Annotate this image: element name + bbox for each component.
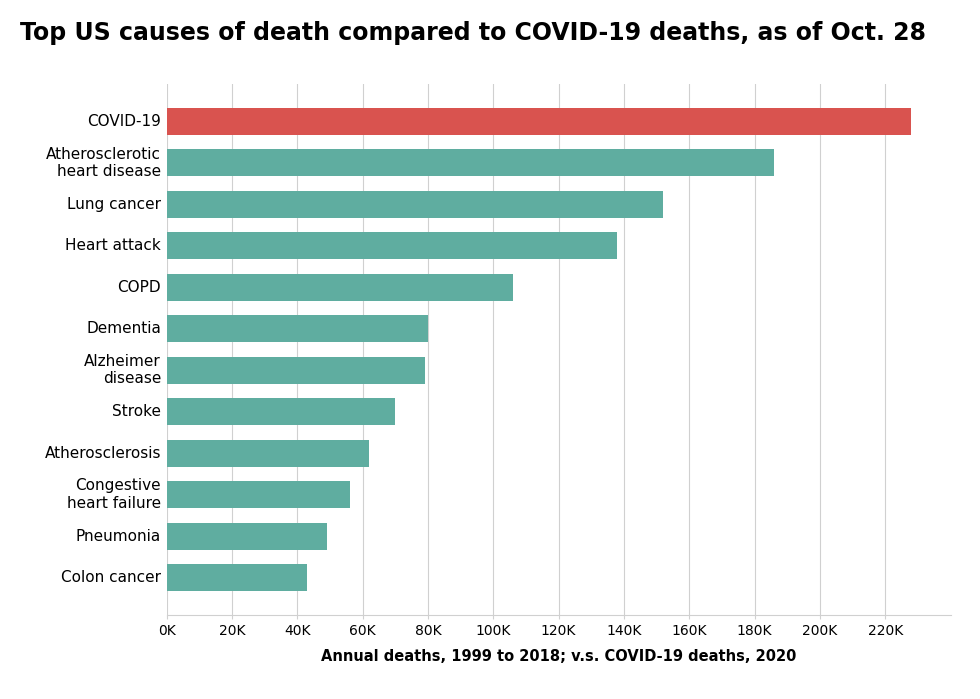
Bar xyxy=(167,440,369,467)
Bar xyxy=(167,398,395,425)
Bar xyxy=(167,108,911,135)
Bar xyxy=(167,274,513,301)
X-axis label: Annual deaths, 1999 to 2018; v.s. COVID-19 deaths, 2020: Annual deaths, 1999 to 2018; v.s. COVID-… xyxy=(320,649,797,664)
Bar xyxy=(167,232,617,259)
Bar xyxy=(167,315,428,343)
Text: Top US causes of death compared to COVID-19 deaths, as of Oct. 28: Top US causes of death compared to COVID… xyxy=(20,21,925,45)
Bar xyxy=(167,481,350,508)
Bar xyxy=(167,356,424,384)
Bar xyxy=(167,150,774,176)
Bar xyxy=(167,191,663,218)
Bar xyxy=(167,564,307,591)
Bar xyxy=(167,523,326,549)
